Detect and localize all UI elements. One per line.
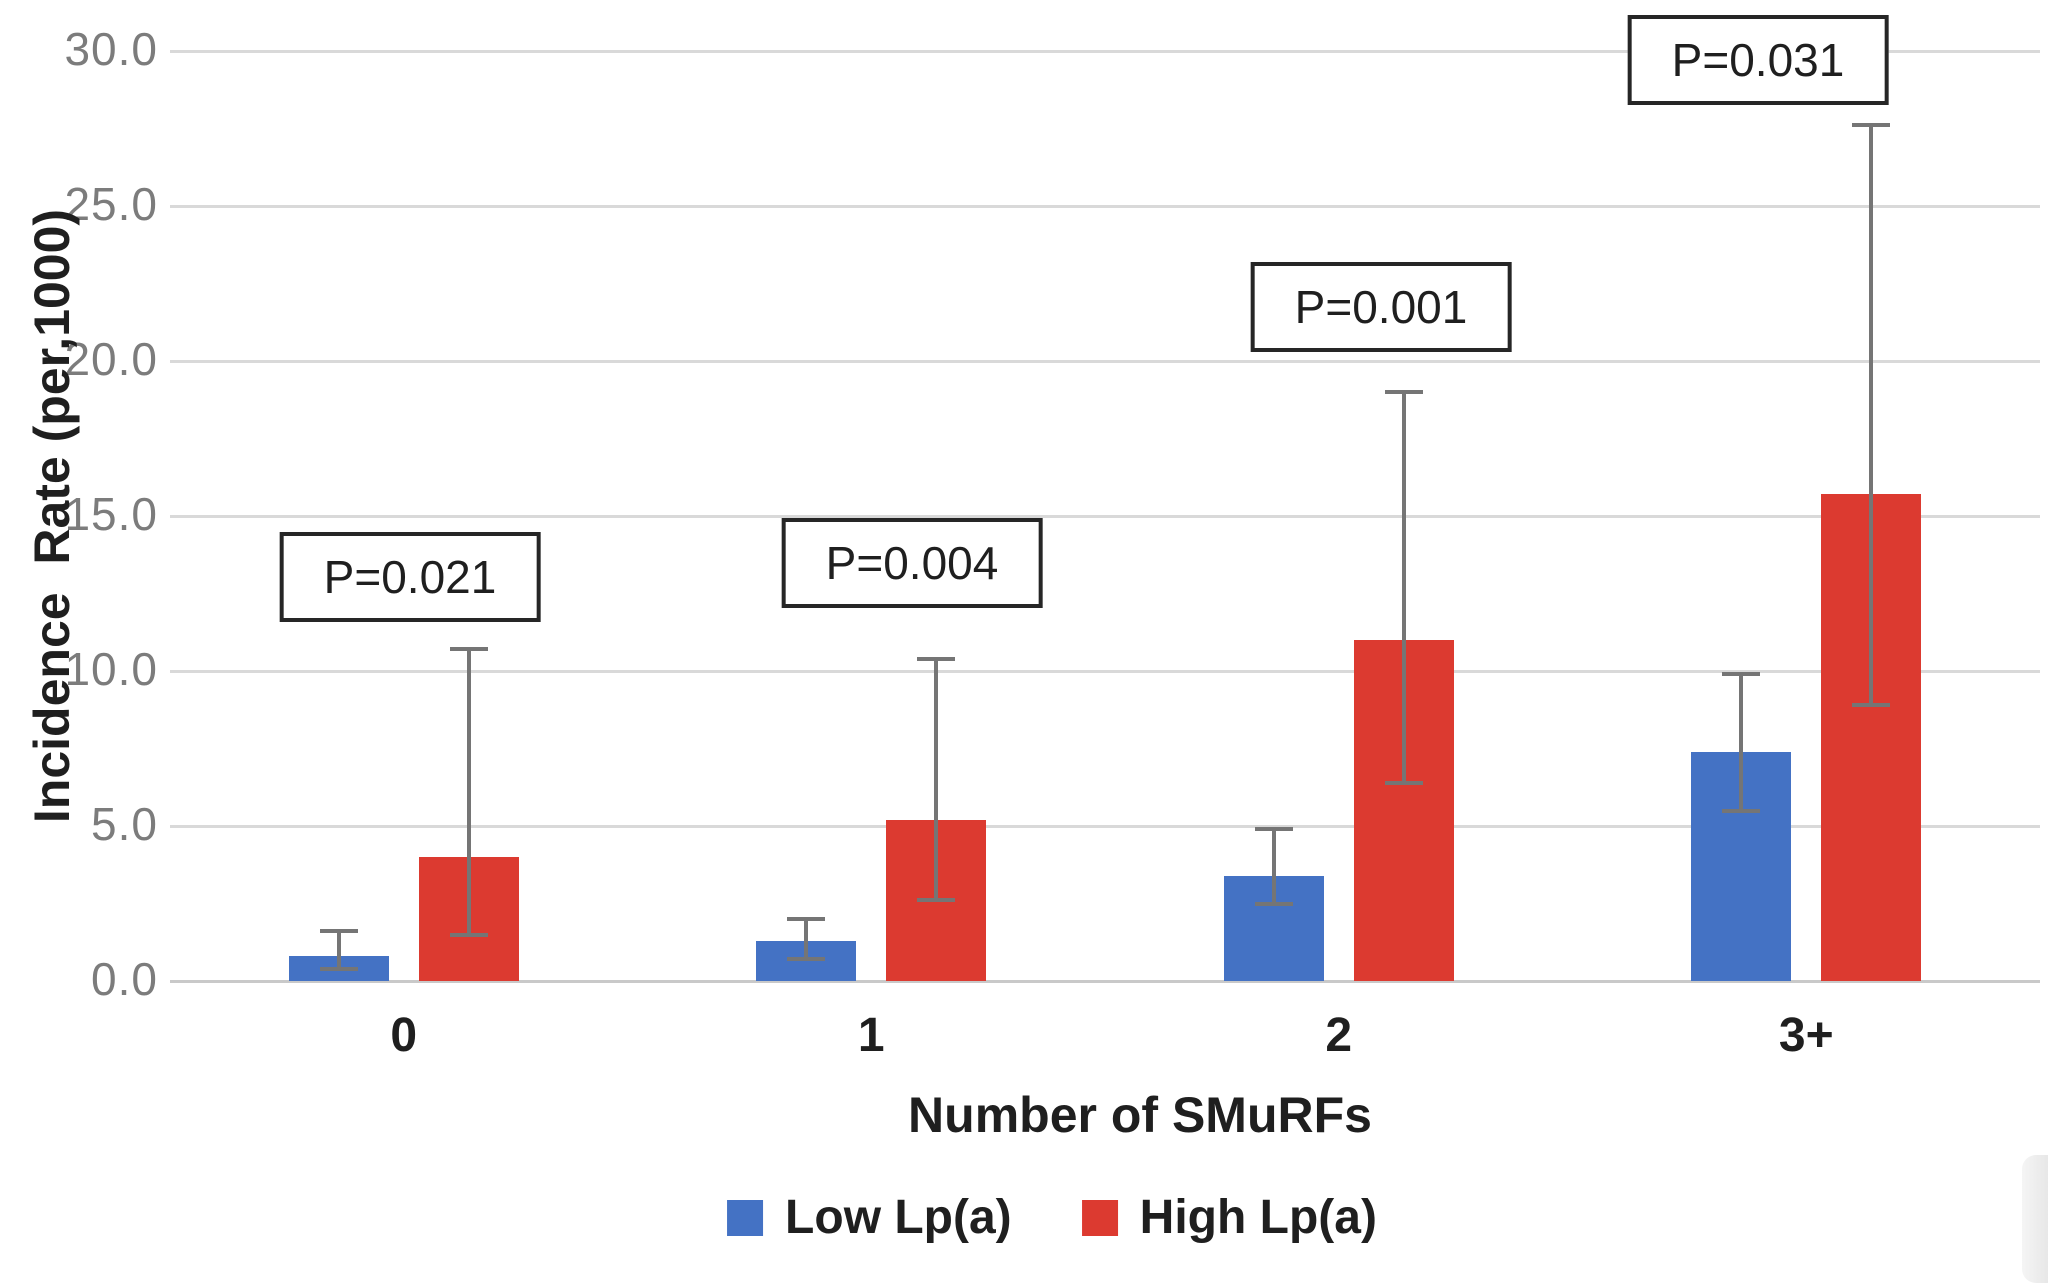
- error-bar-high-lp-a-1: [934, 658, 939, 901]
- y-axis-title: Incidence Rate (per,1000): [24, 208, 80, 824]
- y-tick-label: 15.0: [64, 487, 158, 540]
- error-cap: [1722, 808, 1761, 813]
- p-value-box-3+: P=0.031: [1627, 15, 1889, 105]
- legend-label-low-lp-a: Low Lp(a): [785, 1191, 1012, 1244]
- y-tick-label: 5.0: [91, 797, 158, 850]
- error-cap: [917, 898, 956, 903]
- error-cap: [787, 917, 826, 921]
- gridline-15: [170, 515, 2040, 518]
- error-cap: [1852, 123, 1891, 128]
- error-bar-low-lp-a-0: [336, 931, 341, 969]
- error-cap: [1852, 703, 1891, 708]
- x-tick-label-0: 0: [390, 1009, 418, 1062]
- p-value-box-1: P=0.004: [781, 518, 1043, 608]
- error-cap: [917, 656, 956, 661]
- gridline-0: [170, 980, 2040, 983]
- y-tick-label: 20.0: [64, 332, 158, 385]
- error-cap: [1384, 780, 1423, 785]
- gridline-30: [170, 50, 2040, 53]
- y-tick-label: 0.0: [91, 952, 158, 1005]
- x-tick-label-1: 1: [857, 1009, 885, 1062]
- legend-item-low-lp-a: Low Lp(a): [727, 1190, 1012, 1245]
- error-cap: [319, 966, 358, 971]
- p-value-box-0: P=0.021: [279, 532, 541, 622]
- error-cap: [449, 932, 488, 937]
- gridline-25: [170, 205, 2040, 208]
- error-bar-low-lp-a-3+: [1739, 674, 1744, 811]
- error-bar-high-lp-a-2: [1401, 392, 1406, 783]
- gridline-20: [170, 360, 2040, 363]
- gridline-5: [170, 825, 2040, 828]
- scrollbar-thumb[interactable]: [2022, 1155, 2048, 1283]
- legend-swatch-low-lp-a: [727, 1199, 764, 1236]
- error-cap: [1254, 827, 1293, 832]
- y-tick-label: 30.0: [64, 22, 158, 75]
- x-tick-label-2: 2: [1325, 1009, 1353, 1062]
- x-axis-title: Number of SMuRFs: [908, 1087, 1372, 1143]
- error-cap: [319, 929, 358, 934]
- legend-item-high-lp-a: High Lp(a): [1081, 1190, 1377, 1245]
- error-bar-high-lp-a-3+: [1869, 125, 1874, 706]
- error-bar-low-lp-a-2: [1271, 829, 1276, 904]
- error-cap: [1384, 390, 1423, 394]
- legend: Low Lp(a) High Lp(a): [727, 1190, 1377, 1245]
- error-cap: [449, 647, 488, 652]
- y-tick-label: 25.0: [64, 177, 158, 230]
- error-cap: [1254, 901, 1293, 906]
- y-tick-label: 10.0: [64, 642, 158, 695]
- legend-label-high-lp-a: High Lp(a): [1139, 1191, 1377, 1244]
- legend-swatch-high-lp-a: [1081, 1199, 1118, 1236]
- error-bar-low-lp-a-1: [804, 919, 809, 960]
- error-cap: [787, 957, 826, 962]
- error-bar-high-lp-a-0: [466, 649, 471, 935]
- p-value-box-2: P=0.001: [1250, 262, 1512, 352]
- error-cap: [1722, 672, 1761, 677]
- gridline-10: [170, 670, 2040, 673]
- x-tick-label-3+: 3+: [1778, 1009, 1834, 1062]
